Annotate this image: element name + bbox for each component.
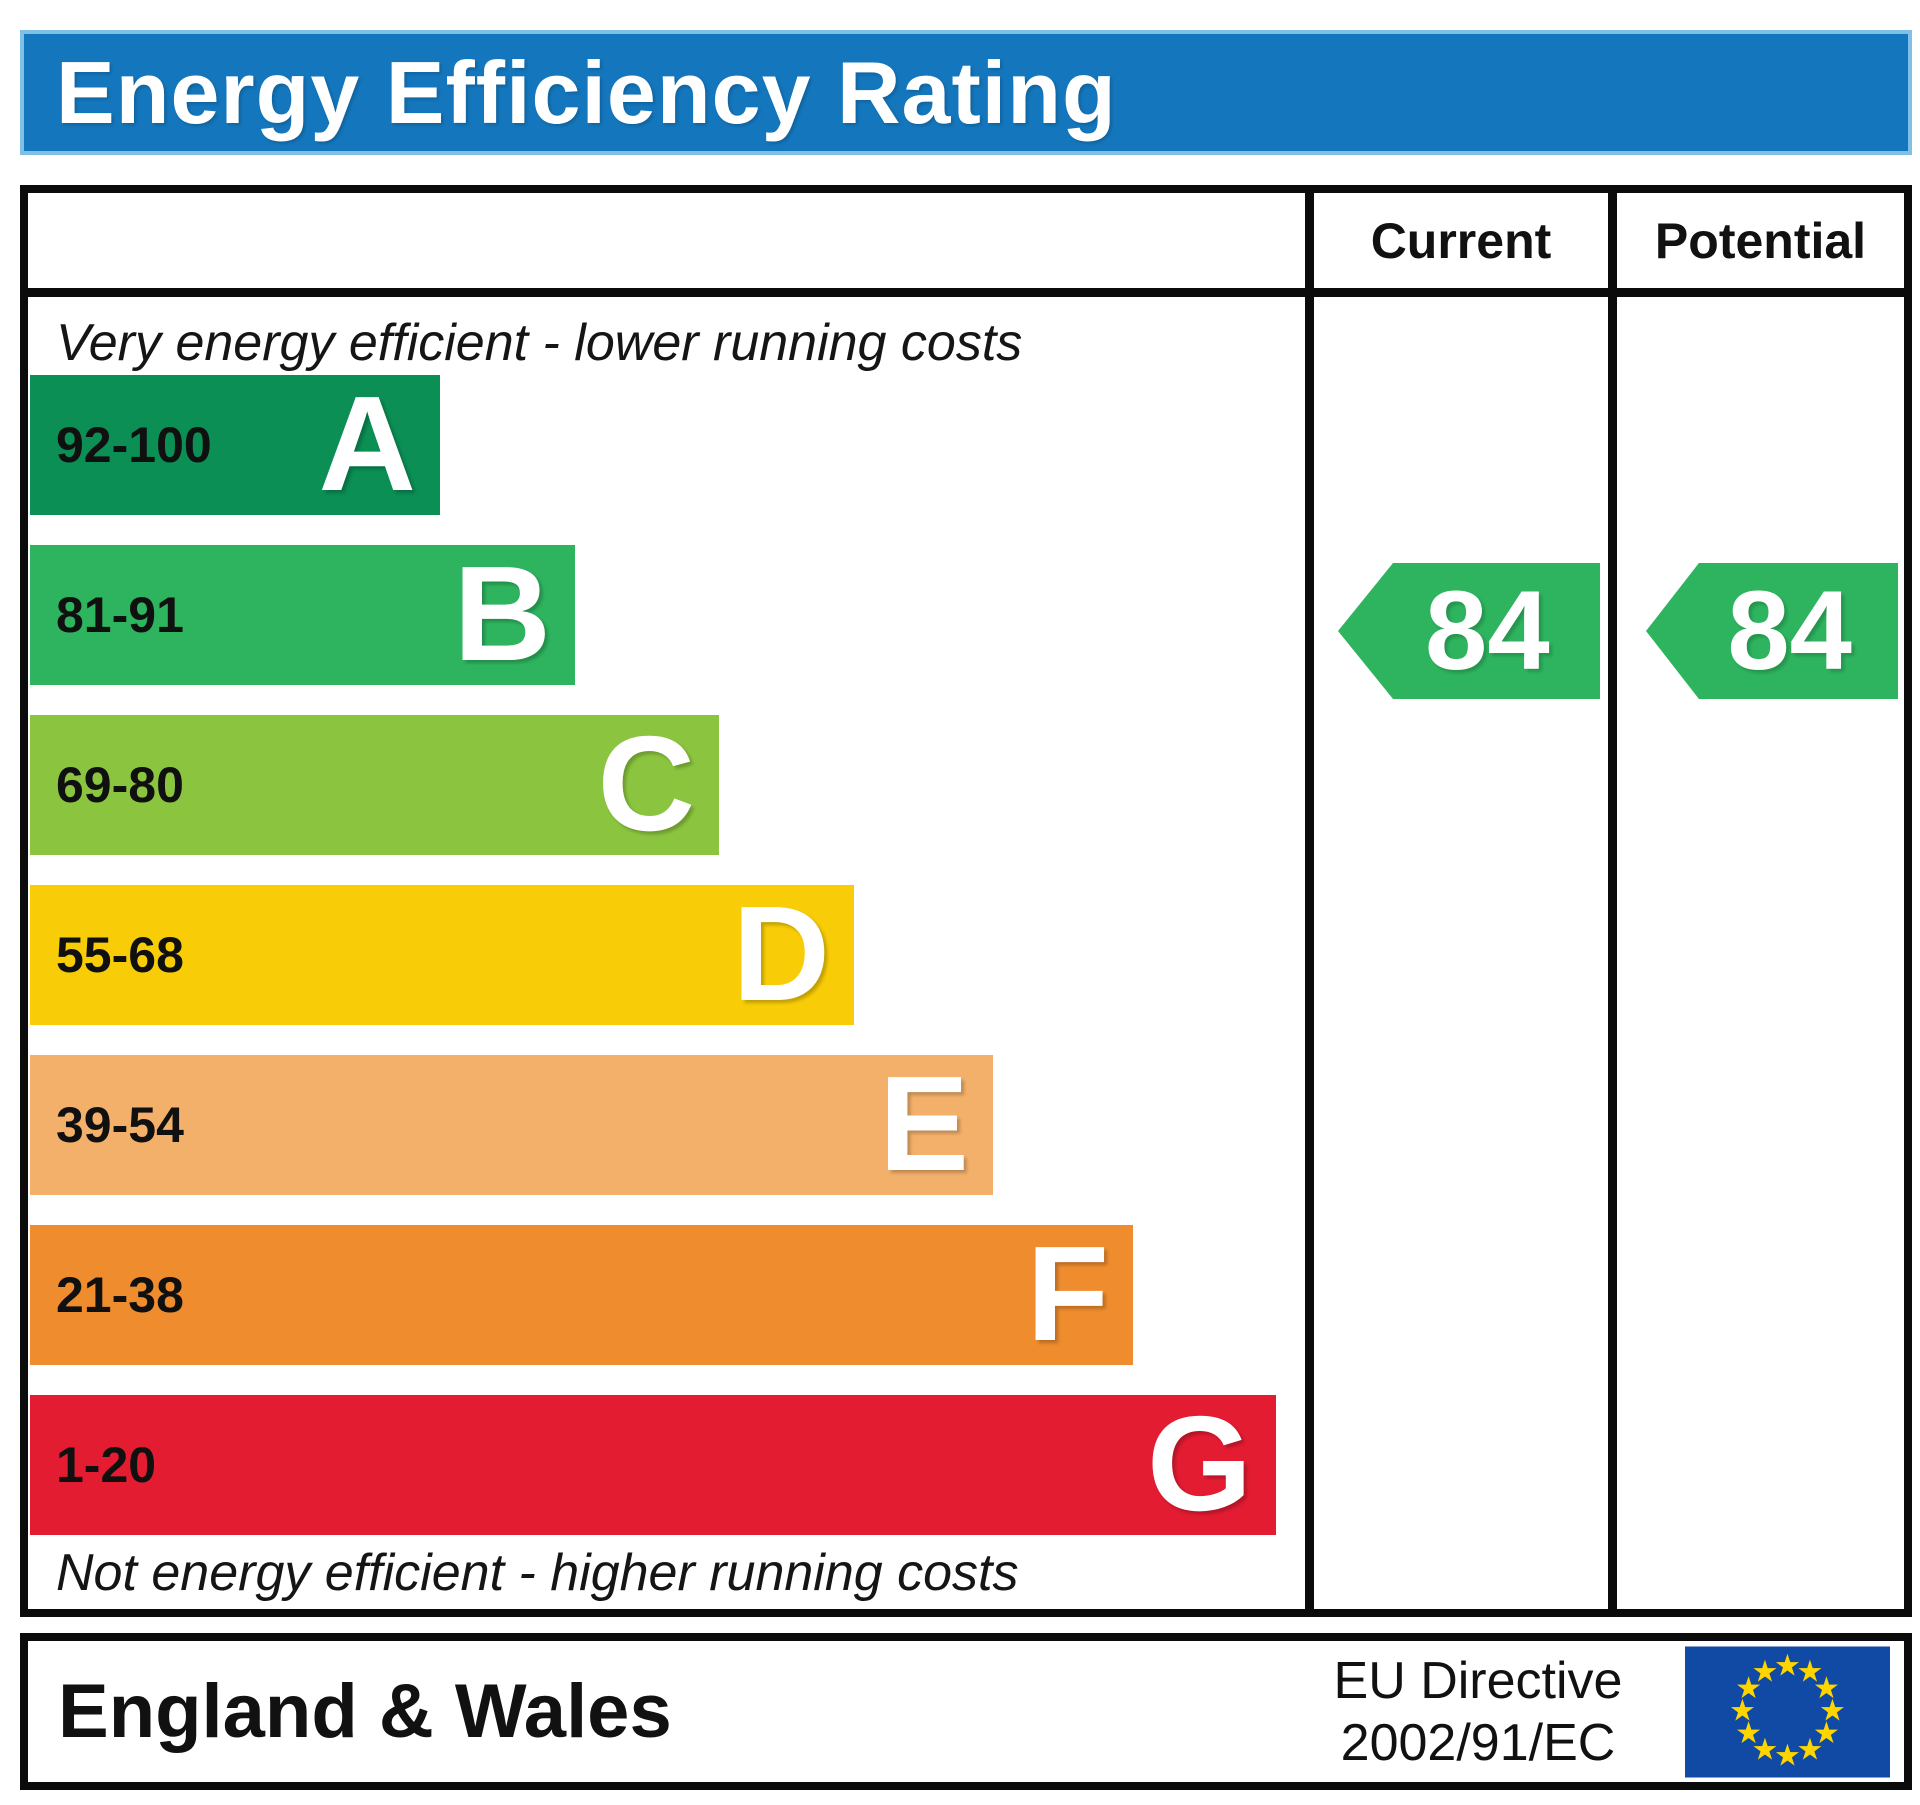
eu-directive-label: EU Directive 2002/91/EC: [1283, 1650, 1673, 1774]
band-a-letter: A: [318, 368, 417, 519]
footer: England & Wales EU Directive 2002/91/EC …: [20, 1633, 1912, 1790]
band-g-range: 1-20: [56, 1437, 157, 1493]
eu-flag-icon: ★ ★ ★ ★ ★ ★ ★ ★ ★ ★ ★ ★: [1685, 1646, 1890, 1777]
rating-scale: Very energy efficient - lower running co…: [28, 297, 1305, 1609]
band-d-range: 55-68: [56, 927, 184, 983]
band-g-letter: G: [1146, 1388, 1252, 1539]
top-note: Very energy efficient - lower running co…: [56, 314, 1023, 372]
potential-rating-value: 84: [1727, 568, 1852, 693]
band-d-letter: D: [732, 878, 831, 1029]
band-g: 1-20 G: [30, 1395, 1276, 1535]
eu-directive-line2: 2002/91/EC: [1340, 1713, 1616, 1772]
band-c: 69-80 C: [30, 715, 719, 855]
band-b: 81-91 B: [30, 545, 575, 685]
column-divider-potential: [1608, 193, 1617, 1609]
band-e: 39-54 E: [30, 1055, 993, 1195]
potential-rating-arrow: 84: [1646, 563, 1898, 699]
band-f-letter: F: [1026, 1218, 1109, 1369]
page-title: Energy Efficiency Rating: [56, 42, 1117, 142]
column-header-potential: Potential: [1654, 212, 1867, 269]
title-bar: Energy Efficiency Rating: [20, 30, 1912, 155]
band-f: 21-38 F: [30, 1225, 1133, 1365]
band-a-range: 92-100: [56, 417, 212, 473]
eu-directive-line1: EU Directive: [1333, 1651, 1623, 1710]
band-e-letter: E: [878, 1048, 969, 1199]
band-b-range: 81-91: [56, 587, 184, 643]
column-header-current: Current: [1370, 212, 1552, 269]
current-rating-arrow: 84: [1338, 563, 1600, 699]
band-a: 92-100 A: [30, 375, 440, 515]
current-rating-value: 84: [1425, 568, 1550, 693]
rating-bands: 92-100 A 81-91 B 69-80 C 55-68 D 39-54 E…: [30, 375, 1305, 1535]
band-e-range: 39-54: [56, 1097, 184, 1153]
bottom-note: Not energy efficient - higher running co…: [56, 1544, 1019, 1602]
band-b-letter: B: [453, 538, 552, 689]
epc-rating-chart: Current Potential Very energy efficient …: [20, 185, 1912, 1617]
band-d: 55-68 D: [30, 885, 854, 1025]
header-underline: [28, 288, 1904, 297]
band-c-letter: C: [597, 708, 696, 859]
column-divider-current: [1305, 193, 1314, 1609]
region-label: England & Wales: [58, 1669, 672, 1754]
band-c-range: 69-80: [56, 757, 184, 813]
band-f-range: 21-38: [56, 1267, 184, 1323]
